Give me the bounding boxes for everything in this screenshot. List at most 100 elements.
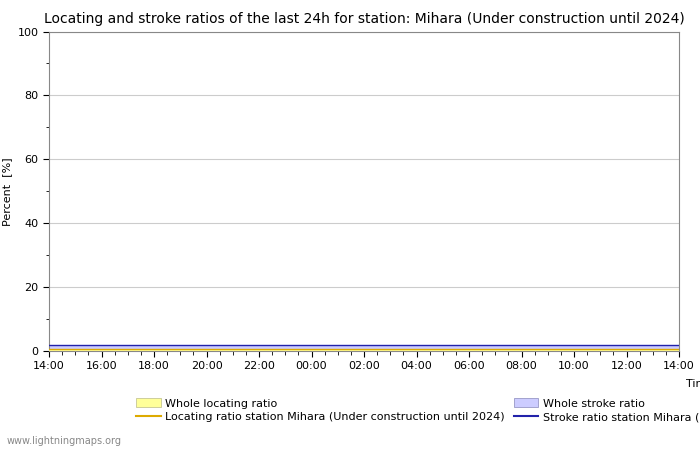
Bar xyxy=(430,345,443,351)
Bar xyxy=(640,345,653,351)
Bar xyxy=(298,349,312,351)
Bar xyxy=(535,345,548,351)
Bar xyxy=(561,349,574,351)
Bar xyxy=(508,345,522,351)
Bar xyxy=(62,345,76,351)
Bar xyxy=(613,345,626,351)
Bar xyxy=(652,349,666,351)
Bar xyxy=(600,345,613,351)
Bar xyxy=(666,349,679,351)
Bar xyxy=(220,349,233,351)
Bar xyxy=(206,345,220,351)
Bar xyxy=(206,349,220,351)
Bar xyxy=(652,345,666,351)
Y-axis label: Percent  [%]: Percent [%] xyxy=(2,157,12,225)
Bar xyxy=(666,345,679,351)
Bar xyxy=(561,345,574,351)
Bar xyxy=(154,345,167,351)
Bar xyxy=(88,345,102,351)
Bar xyxy=(522,345,535,351)
Bar xyxy=(285,349,298,351)
Bar xyxy=(495,349,508,351)
Bar xyxy=(127,345,141,351)
Bar xyxy=(337,349,351,351)
Bar xyxy=(102,345,115,351)
Bar xyxy=(364,345,377,351)
Bar xyxy=(154,349,167,351)
Bar xyxy=(403,349,416,351)
Bar xyxy=(390,345,403,351)
Bar xyxy=(75,349,88,351)
Legend: Whole locating ratio, Locating ratio station Mihara (Under construction until 20: Whole locating ratio, Locating ratio sta… xyxy=(136,398,700,422)
Bar xyxy=(272,349,286,351)
Bar xyxy=(430,349,443,351)
Bar xyxy=(141,349,154,351)
Bar xyxy=(626,345,640,351)
Bar xyxy=(312,345,325,351)
Bar xyxy=(587,345,601,351)
Bar xyxy=(232,349,246,351)
Bar xyxy=(102,349,115,351)
Bar xyxy=(416,349,430,351)
Bar xyxy=(547,349,561,351)
Title: Locating and stroke ratios of the last 24h for station: Mihara (Under constructi: Locating and stroke ratios of the last 2… xyxy=(43,12,685,26)
Bar xyxy=(180,349,193,351)
Bar xyxy=(351,345,364,351)
Bar xyxy=(115,349,128,351)
Bar xyxy=(613,349,626,351)
Bar xyxy=(127,349,141,351)
Bar xyxy=(49,345,62,351)
Bar xyxy=(600,349,613,351)
Bar xyxy=(312,349,325,351)
Bar xyxy=(75,345,88,351)
Bar xyxy=(285,345,298,351)
Bar xyxy=(442,349,456,351)
Bar xyxy=(325,345,338,351)
Bar xyxy=(246,349,259,351)
Bar xyxy=(115,345,128,351)
Bar xyxy=(403,345,416,351)
Bar xyxy=(193,345,206,351)
Bar xyxy=(469,345,482,351)
Bar xyxy=(88,349,102,351)
Text: www.lightningmaps.org: www.lightningmaps.org xyxy=(7,436,122,446)
Bar xyxy=(390,349,403,351)
Bar xyxy=(193,349,206,351)
Bar xyxy=(259,345,272,351)
Bar xyxy=(626,349,640,351)
Bar xyxy=(325,349,338,351)
Bar xyxy=(640,349,653,351)
Bar xyxy=(574,345,587,351)
Bar xyxy=(62,349,76,351)
Bar xyxy=(469,349,482,351)
Bar xyxy=(232,345,246,351)
Bar xyxy=(547,345,561,351)
Bar xyxy=(167,349,181,351)
Bar xyxy=(246,345,259,351)
Bar xyxy=(351,349,364,351)
Bar xyxy=(508,349,522,351)
Bar xyxy=(272,345,286,351)
Bar xyxy=(377,349,391,351)
Bar xyxy=(482,349,496,351)
Bar xyxy=(456,345,469,351)
Bar xyxy=(495,345,508,351)
Bar xyxy=(574,349,587,351)
Bar xyxy=(298,345,312,351)
Bar xyxy=(587,349,601,351)
Text: Time: Time xyxy=(686,379,700,389)
Bar xyxy=(535,349,548,351)
Bar xyxy=(482,345,496,351)
Bar xyxy=(364,349,377,351)
Bar xyxy=(49,349,62,351)
Bar xyxy=(522,349,535,351)
Bar xyxy=(141,345,154,351)
Bar xyxy=(416,345,430,351)
Bar xyxy=(180,345,193,351)
Bar xyxy=(259,349,272,351)
Bar xyxy=(220,345,233,351)
Bar xyxy=(377,345,391,351)
Bar xyxy=(337,345,351,351)
Bar xyxy=(442,345,456,351)
Bar xyxy=(167,345,181,351)
